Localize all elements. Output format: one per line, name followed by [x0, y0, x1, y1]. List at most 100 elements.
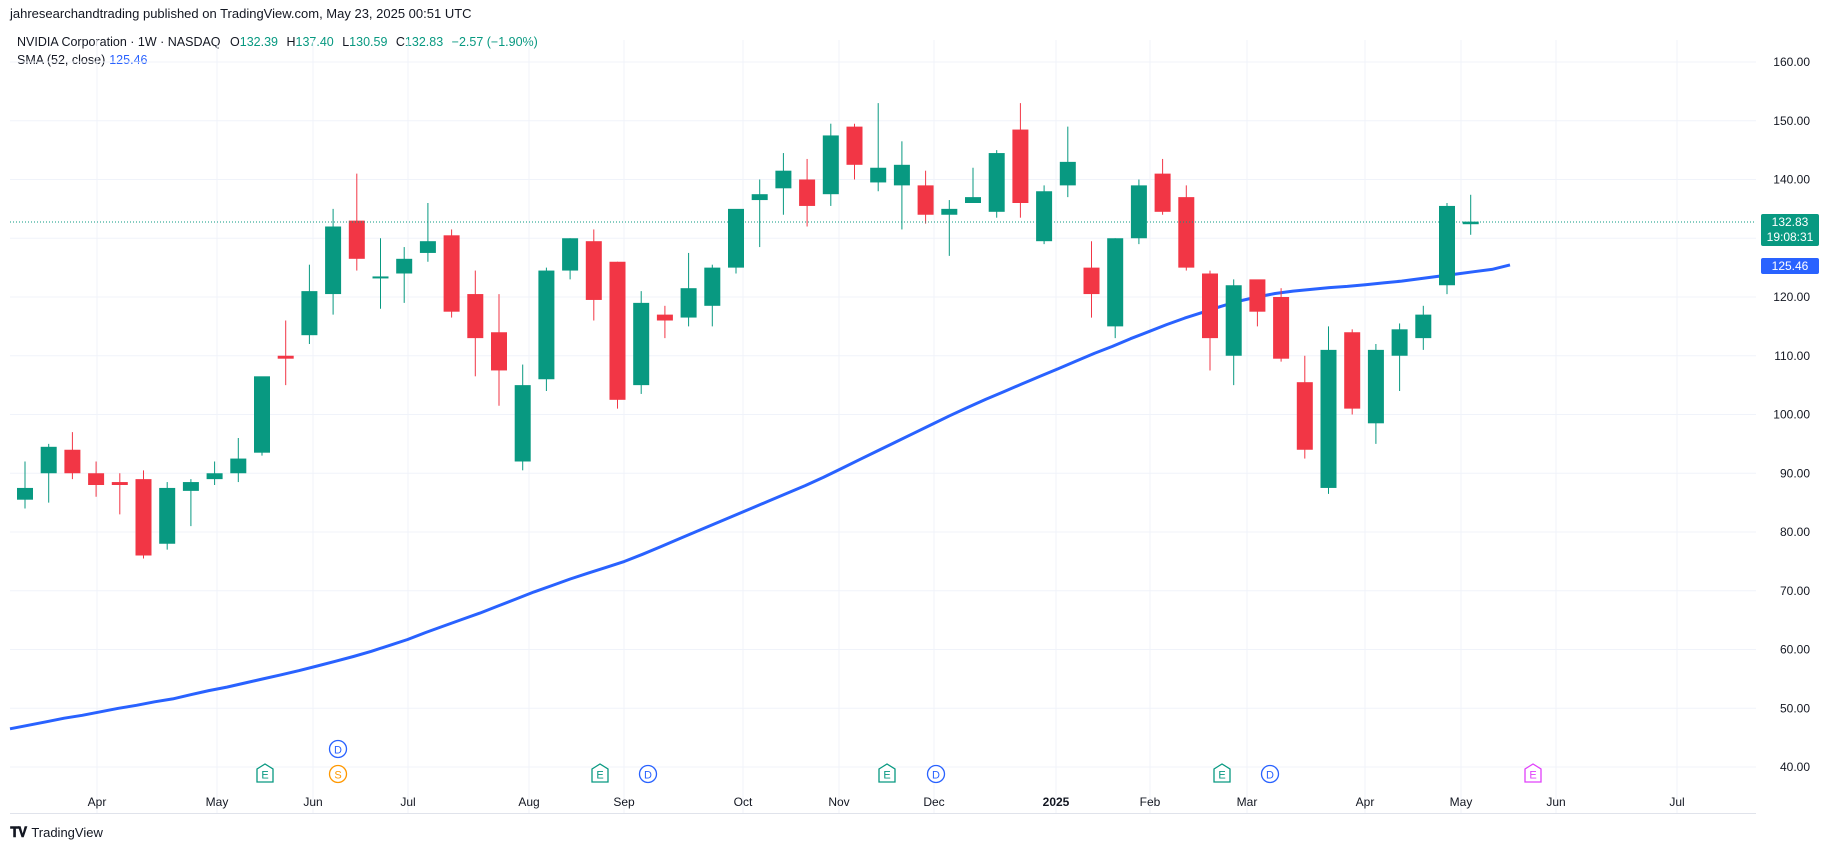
- candle-body-up[interactable]: [396, 258, 413, 274]
- candle-body-down[interactable]: [917, 185, 934, 215]
- x-tick-label: Oct: [734, 795, 753, 809]
- candle-body-up[interactable]: [301, 291, 318, 336]
- candle-body-up[interactable]: [1462, 221, 1479, 225]
- candle-body-down[interactable]: [1178, 197, 1195, 268]
- open-value: 132.39: [239, 35, 278, 49]
- candle-body-down[interactable]: [64, 449, 81, 474]
- candle-body-up[interactable]: [680, 288, 697, 318]
- footer-brand[interactable]: 𝐓𝐕 TradingView: [10, 824, 103, 841]
- change-value: −2.57 (−1.90%): [451, 35, 538, 49]
- candle-body-up[interactable]: [988, 153, 1005, 212]
- earnings-marker-icon[interactable]: E: [591, 763, 609, 783]
- x-tick-label: Aug: [518, 795, 539, 809]
- marker-shape: [926, 764, 946, 784]
- candle-body-up[interactable]: [1107, 238, 1124, 327]
- candle-body-up[interactable]: [1367, 349, 1384, 424]
- candle-body-up[interactable]: [1415, 314, 1432, 339]
- marker-letter: E: [261, 770, 268, 782]
- candle-body-down[interactable]: [1344, 332, 1361, 409]
- split-marker-icon[interactable]: S: [328, 764, 348, 784]
- candle-body-up[interactable]: [1320, 349, 1337, 488]
- marker-shape: [591, 763, 609, 783]
- earnings-marker-icon[interactable]: E: [1213, 763, 1231, 783]
- brand-name: TradingView: [31, 825, 103, 840]
- marker-letter: E: [1529, 770, 1536, 782]
- candle-body-up[interactable]: [965, 197, 981, 203]
- y-tick-label: 50.00: [1780, 701, 1810, 715]
- dividend-marker-icon[interactable]: D: [328, 739, 348, 759]
- candle-body-up[interactable]: [1130, 185, 1147, 239]
- candle-body-down[interactable]: [846, 126, 863, 165]
- sma-label[interactable]: SMA (52, close): [17, 53, 106, 67]
- earnings-marker-icon[interactable]: E: [1524, 763, 1542, 783]
- bar-countdown: 19:08:31: [1766, 230, 1814, 244]
- sma-value: 125.46: [109, 53, 148, 67]
- low-value: 130.59: [349, 35, 388, 49]
- dividend-marker-icon[interactable]: D: [1260, 764, 1280, 784]
- candle-body-up[interactable]: [159, 487, 176, 544]
- candle-body-down[interactable]: [467, 294, 484, 339]
- dividend-marker-icon[interactable]: D: [638, 764, 658, 784]
- candle-body-up[interactable]: [822, 135, 839, 195]
- candle-body-up[interactable]: [538, 270, 555, 380]
- candle-body-up[interactable]: [40, 446, 57, 474]
- candle-body-up[interactable]: [1391, 329, 1408, 356]
- candle-body-down[interactable]: [1202, 273, 1218, 339]
- candle-body-up[interactable]: [206, 473, 223, 480]
- candle-body-up[interactable]: [325, 226, 342, 295]
- candle-body-down[interactable]: [799, 179, 816, 206]
- candle-body-down[interactable]: [1249, 279, 1266, 312]
- candle-body-down[interactable]: [1296, 382, 1313, 450]
- marker-shape: [256, 763, 274, 783]
- marker-shape: [328, 764, 348, 784]
- candle-body-up[interactable]: [1059, 161, 1076, 186]
- candle-body-down[interactable]: [1083, 267, 1100, 295]
- candle-body-down[interactable]: [1154, 173, 1171, 212]
- candle-body-down[interactable]: [443, 235, 460, 312]
- y-tick-label: 110.00: [1774, 349, 1810, 363]
- earnings-marker-icon[interactable]: E: [256, 763, 274, 783]
- candle-body-up[interactable]: [254, 376, 270, 453]
- candle-body-down[interactable]: [135, 479, 152, 556]
- candle-body-down[interactable]: [609, 261, 626, 400]
- candle-body-down[interactable]: [88, 473, 105, 485]
- candle-body-up[interactable]: [941, 208, 958, 215]
- dividend-marker-icon[interactable]: D: [926, 764, 946, 784]
- candle-body-up[interactable]: [182, 482, 199, 491]
- candle-body-up[interactable]: [704, 267, 721, 306]
- symbol-title[interactable]: NVIDIA Corporation · 1W · NASDAQ: [17, 35, 221, 49]
- candle-body-up[interactable]: [514, 385, 531, 462]
- earnings-marker-icon[interactable]: E: [878, 763, 896, 783]
- candle-body-up[interactable]: [1036, 191, 1053, 242]
- candle-body-down[interactable]: [491, 332, 507, 371]
- open-label: O: [230, 35, 240, 49]
- x-tick-label: May: [1450, 795, 1473, 809]
- candle-body-up[interactable]: [372, 276, 389, 279]
- y-tick-label: 90.00: [1780, 466, 1810, 480]
- candle-body-down[interactable]: [277, 355, 294, 359]
- candle-body-up[interactable]: [751, 194, 768, 201]
- candle-body-up[interactable]: [870, 167, 887, 183]
- marker-letter: D: [334, 745, 342, 757]
- candle-body-up[interactable]: [562, 238, 579, 271]
- candle-body-down[interactable]: [585, 241, 602, 300]
- candle-body-down[interactable]: [1012, 129, 1029, 203]
- candle-body-up[interactable]: [775, 170, 792, 189]
- x-tick-label: Dec: [923, 795, 944, 809]
- candle-body-up[interactable]: [17, 487, 33, 500]
- candle-body-down[interactable]: [656, 314, 673, 321]
- candle-body-up[interactable]: [1225, 285, 1242, 356]
- candle-body-down[interactable]: [1273, 297, 1290, 359]
- candle-body-up[interactable]: [728, 208, 744, 268]
- y-tick-label: 100.00: [1773, 408, 1810, 422]
- candle-body-up[interactable]: [1439, 205, 1455, 286]
- y-tick-label: 160.00: [1773, 55, 1810, 69]
- candle-body-down[interactable]: [111, 482, 128, 485]
- candle-body-up[interactable]: [419, 241, 436, 253]
- x-tick-label: Feb: [1140, 795, 1161, 809]
- candle-body-down[interactable]: [348, 220, 365, 259]
- candle-body-up[interactable]: [230, 458, 247, 474]
- candle-body-up[interactable]: [633, 302, 650, 386]
- candle-body-up[interactable]: [893, 164, 910, 186]
